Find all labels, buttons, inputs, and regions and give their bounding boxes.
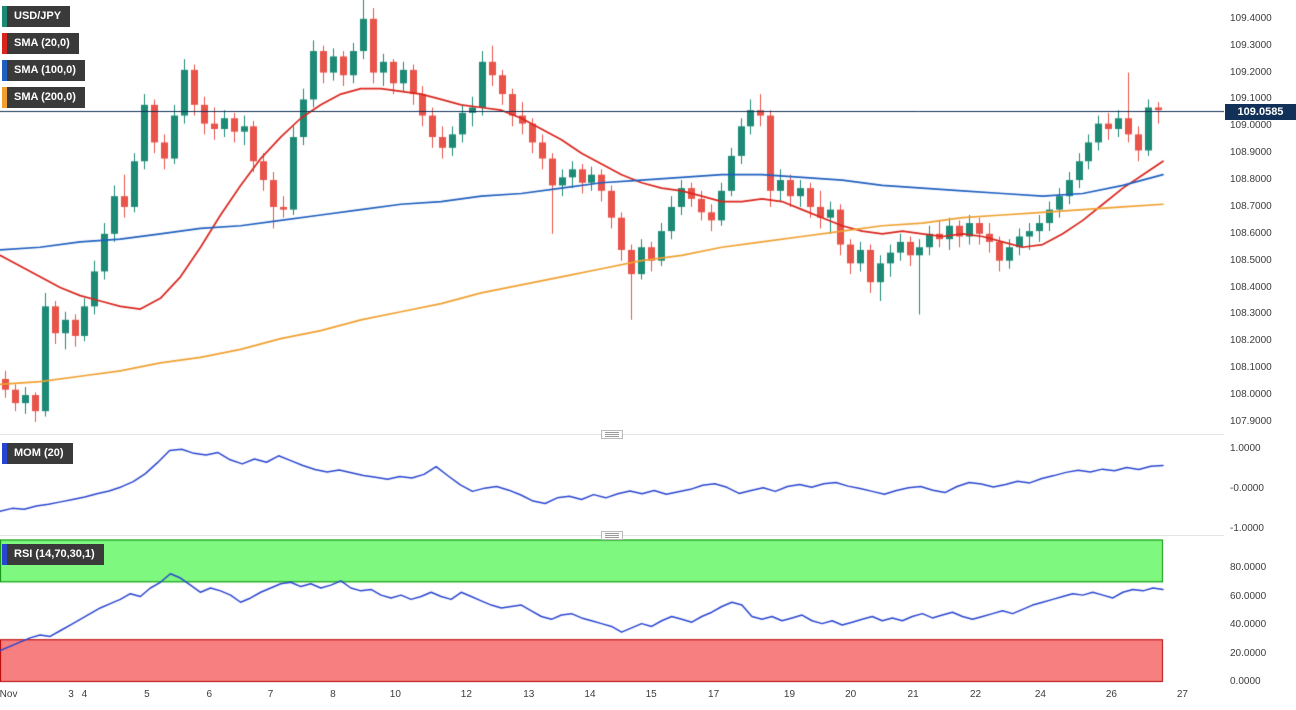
mom-color-stripe bbox=[2, 443, 7, 464]
time-axis-tick-label: 10 bbox=[389, 689, 401, 700]
sma20-chip[interactable]: SMA (20,0) bbox=[2, 33, 79, 54]
price-chart-canvas[interactable] bbox=[0, 0, 1224, 430]
y-axis-tick-label: 108.3000 bbox=[1230, 308, 1272, 320]
resize-grip-icon[interactable] bbox=[601, 430, 623, 439]
time-axis-tick-label: 6 bbox=[206, 689, 213, 700]
time-axis-tick-label: 7 bbox=[267, 689, 274, 700]
rsi-panel: RSI (14,70,30,1) bbox=[0, 539, 1224, 684]
y-axis-tick-label: 109.2000 bbox=[1230, 66, 1272, 78]
panel-resize-separator[interactable] bbox=[0, 430, 1224, 439]
time-axis-tick-label: 24 bbox=[1034, 689, 1046, 700]
y-axis-tick-label: 60.0000 bbox=[1230, 590, 1267, 602]
time-axis-tick-label: 8 bbox=[330, 689, 336, 700]
sma20-color-stripe bbox=[2, 33, 7, 54]
time-axis-tick-label: 13 bbox=[523, 689, 535, 700]
time-axis-tick-label: Nov bbox=[0, 689, 18, 700]
rsi-color-stripe bbox=[2, 544, 7, 565]
y-axis-tick-label: 0.0000 bbox=[1230, 676, 1261, 687]
symbol-label: USD/JPY bbox=[14, 10, 62, 22]
time-axis-tick-label: 19 bbox=[783, 689, 796, 700]
y-axis-tick-label: 108.1000 bbox=[1230, 362, 1272, 374]
y-axis-tick-label: 40.0000 bbox=[1230, 619, 1267, 631]
sma100-label: SMA (100,0) bbox=[14, 64, 76, 76]
sma200-color-stripe bbox=[2, 87, 7, 108]
time-axis-tick-label: 12 bbox=[460, 689, 472, 700]
y-axis-tick-label: 107.9000 bbox=[1230, 415, 1272, 427]
current-price-badge: 109.0585 bbox=[1225, 103, 1296, 120]
y-axis-tick-label: 109.3000 bbox=[1230, 39, 1272, 51]
y-axis-tick-label: 108.9000 bbox=[1230, 147, 1272, 159]
rsi-label: RSI (14,70,30,1) bbox=[14, 548, 95, 560]
y-axis-tick-label: 108.5000 bbox=[1230, 254, 1272, 266]
symbol-chip[interactable]: USD/JPY bbox=[2, 6, 71, 27]
time-axis-tick-label: 20 bbox=[845, 689, 857, 700]
price-panel: USD/JPY SMA (20,0) SMA (100,0) SMA (200,… bbox=[0, 0, 1224, 430]
y-axis-tick-label: -0.0000 bbox=[1230, 482, 1264, 494]
y-axis-tick-label: 109.0000 bbox=[1230, 120, 1272, 132]
momentum-panel: MOM (20) bbox=[0, 438, 1224, 531]
mom-label: MOM (20) bbox=[14, 447, 64, 459]
momentum-chart-canvas[interactable] bbox=[0, 438, 1224, 531]
rsi-chart-canvas[interactable] bbox=[0, 539, 1224, 684]
y-axis-tick-label: 108.4000 bbox=[1230, 281, 1272, 293]
sma100-chip[interactable]: SMA (100,0) bbox=[2, 60, 85, 81]
time-axis-tick-label: 22 bbox=[969, 689, 982, 700]
sma200-chip[interactable]: SMA (200,0) bbox=[2, 87, 85, 108]
y-axis-tick-label: 1.0000 bbox=[1230, 442, 1261, 454]
sma100-color-stripe bbox=[2, 60, 7, 81]
price-scale-axis[interactable]: 109.4000 109.3000 109.2000 109.1000 109.0000… bbox=[1224, 0, 1296, 710]
y-axis-tick-label: 80.0000 bbox=[1230, 562, 1267, 574]
y-axis-tick-label: 108.8000 bbox=[1230, 174, 1272, 186]
y-axis-tick-label: 109.4000 bbox=[1230, 12, 1272, 24]
symbol-color-stripe bbox=[2, 6, 7, 27]
sma200-label: SMA (200,0) bbox=[14, 91, 76, 103]
rsi-chip[interactable]: RSI (14,70,30,1) bbox=[2, 544, 104, 565]
resize-grip-icon[interactable] bbox=[601, 531, 623, 540]
time-axis-tick-label: 21 bbox=[907, 689, 919, 700]
y-axis-tick-label: -1.0000 bbox=[1230, 523, 1264, 535]
time-axis-tick-label: 14 bbox=[584, 689, 596, 700]
y-axis-tick-label: 108.0000 bbox=[1230, 389, 1272, 401]
time-axis-tick-label: 27 bbox=[1176, 689, 1188, 700]
panel-resize-separator[interactable] bbox=[0, 531, 1224, 540]
sma20-label: SMA (20,0) bbox=[14, 37, 70, 49]
time-axis-tick-label: 3 bbox=[68, 689, 74, 700]
y-axis-tick-label: 109.1000 bbox=[1230, 93, 1272, 105]
y-axis-tick-label: 108.7000 bbox=[1230, 200, 1272, 212]
time-axis-tick-label: 5 bbox=[144, 689, 150, 700]
time-axis-tick-label: 4 bbox=[81, 689, 88, 700]
y-axis-tick-label: 108.2000 bbox=[1230, 335, 1272, 347]
y-axis-tick-label: 108.6000 bbox=[1230, 227, 1272, 239]
indicator-legend: USD/JPY SMA (20,0) SMA (100,0) SMA (200,… bbox=[2, 6, 85, 108]
time-axis-tick-label: 15 bbox=[645, 689, 657, 700]
mom-chip[interactable]: MOM (20) bbox=[2, 443, 73, 464]
y-axis-tick-label: 20.0000 bbox=[1230, 647, 1267, 659]
time-axis-tick-label: 26 bbox=[1105, 689, 1117, 700]
time-axis-tick-label: 17 bbox=[708, 689, 720, 700]
time-axis[interactable]: Nov 3 4 5 6 7 8 10 12 13 14 15 17 19 20 21 22 24 26 27 bbox=[0, 684, 1224, 710]
